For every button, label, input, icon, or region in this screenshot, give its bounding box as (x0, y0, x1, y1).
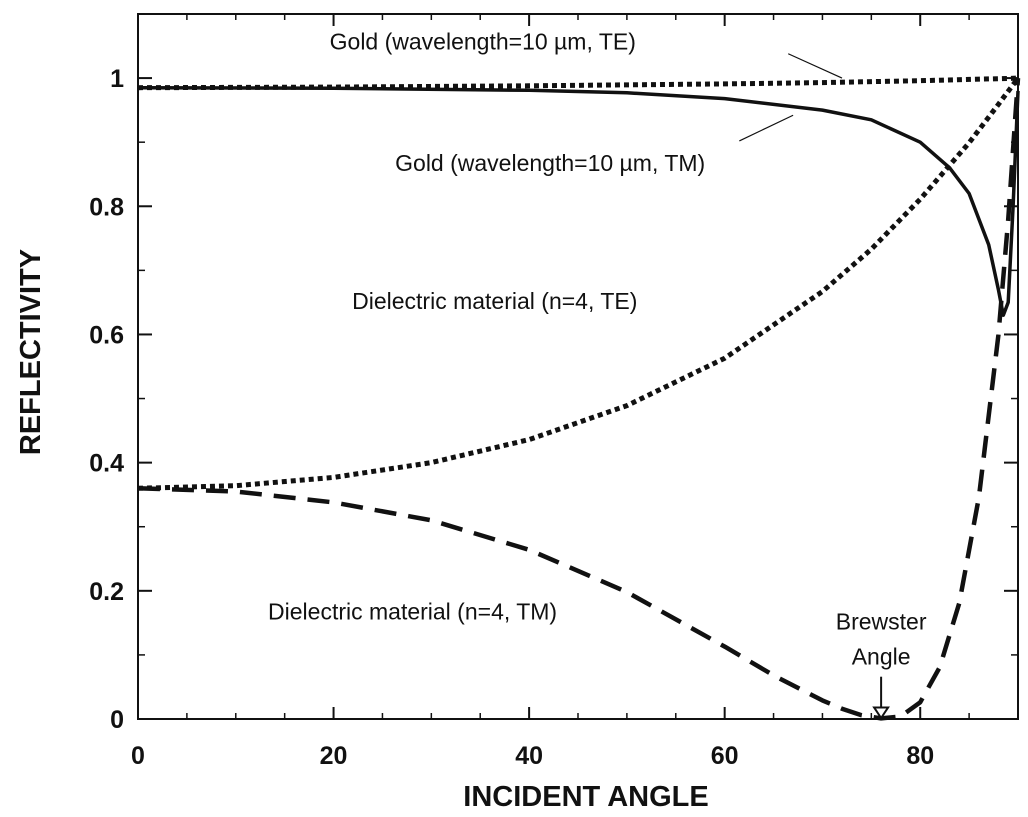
annotation-dielectric-material-n-4-te: Dielectric material (n=4, TE) (352, 288, 637, 314)
y-axis-title: REFLECTIVITY (15, 249, 47, 455)
x-tick-label: 0 (131, 742, 145, 770)
annotation-angle: Angle (852, 644, 911, 670)
y-tick-label: 0 (110, 706, 124, 734)
x-tick-label: 60 (711, 742, 739, 770)
series-dielectric-material-n-4-te (137, 76, 1021, 491)
annotation-brewster: Brewster (836, 608, 927, 634)
y-tick-label: 0.2 (89, 578, 124, 606)
x-axis-title: INCIDENT ANGLE (463, 781, 708, 813)
series-gold-wavelength-10-m-te (137, 75, 1019, 91)
y-tick-label: 0.8 (89, 193, 124, 221)
annotation-gold-wavelength-10-m-te: Gold (wavelength=10 µm, TE) (330, 28, 636, 54)
annotation-gold-wavelength-10-m-tm: Gold (wavelength=10 µm, TM) (395, 150, 705, 176)
y-axis-ticks: 0 0.2 0.4 0.6 0.8 1 (89, 13, 1018, 734)
series-gold-wavelength-10-m-tm (137, 85, 1020, 317)
series-dielectric-material-n-4-tm (137, 77, 1021, 721)
annotation-dielectric-material-n-4-tm: Dielectric material (n=4, TM) (268, 599, 557, 625)
x-tick-label: 20 (320, 742, 348, 770)
leader-line-gold-tm (739, 114, 794, 142)
y-tick-label: 0.6 (89, 321, 124, 349)
annotation-layer: Gold (wavelength=10 µm, TE) Gold (wavelen… (268, 28, 927, 720)
x-tick-label: 80 (906, 742, 934, 770)
leader-line-gold-te (787, 53, 843, 79)
series-layer (137, 75, 1021, 721)
brewster-arrow-head (872, 706, 890, 720)
y-tick-label: 0.4 (89, 450, 124, 478)
x-tick-label: 40 (515, 742, 543, 770)
x-axis-ticks: 0 20 40 60 80 (131, 14, 1019, 770)
y-tick-label: 1 (110, 65, 124, 93)
